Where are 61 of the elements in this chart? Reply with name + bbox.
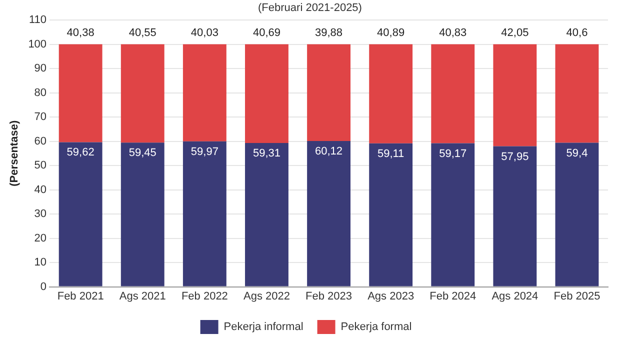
bar [307,140,350,286]
legend-label: Pekerja formal [340,321,412,334]
x-tick-label: Feb 2023 [306,290,352,302]
bar [369,44,413,144]
bar [58,142,102,286]
data-label: 59,45 [128,147,156,160]
y-tick-label: 90 [34,62,47,75]
x-tick-label: Ags 2022 [243,290,290,302]
x-tick-label: Feb 2024 [430,290,476,302]
x-tick-label: Ags 2021 [119,290,166,302]
y-tick-label: 60 [34,135,47,148]
data-label: 59,4 [566,147,588,160]
data-label: 60,12 [315,146,343,158]
chart-subtitle: (Februari 2021-2025) [257,2,363,14]
y-tick-label: 80 [34,86,47,99]
bar [120,44,164,143]
y-tick-label: 30 [34,208,47,220]
data-label: 59,97 [190,146,218,158]
data-label: 59,17 [439,148,467,160]
data-label: 40,03 [190,26,218,39]
bar [58,44,102,142]
y-tick-label: 20 [34,232,47,244]
bar [493,44,537,146]
bar [493,146,537,286]
y-tick-label: 100 [28,38,47,50]
bar [369,143,413,286]
data-label: 42,05 [501,26,529,39]
data-label: 57,95 [501,150,529,163]
y-tick-label: 110 [29,14,47,26]
x-tick-label: Feb 2022 [181,290,228,302]
y-tick-label: 50 [34,160,47,172]
bar [307,44,350,141]
bar [431,44,475,144]
bar [245,142,288,286]
data-label: 59,11 [377,148,404,160]
bar [555,44,599,143]
x-tick-label: Feb 2021 [57,290,104,302]
y-axis-title: (Persentase) [8,120,21,186]
data-label: 40,6 [566,26,588,39]
bar [245,44,288,143]
bar [182,44,226,142]
y-tick-label: 70 [34,111,47,124]
bar [555,142,599,286]
x-tick-label: Feb 2025 [554,290,600,302]
bar [431,143,475,286]
data-label: 40,69 [252,26,280,39]
y-tick-label: 0 [40,280,47,293]
x-tick-label: Ags 2024 [492,290,538,302]
legend-label: Pekerja informal [224,321,304,334]
data-label: 40,38 [66,26,94,39]
y-tick-label: 10 [34,256,47,269]
bar [120,142,164,286]
data-label: 59,31 [252,147,280,160]
data-label: 40,89 [377,26,405,39]
x-tick-label: Ags 2023 [368,290,414,302]
data-label: 40,55 [128,26,156,39]
data-label: 59,62 [66,146,94,159]
data-label: 40,83 [439,26,467,39]
data-label: 39,88 [315,26,343,39]
bar [182,141,226,286]
y-tick-label: 40 [34,184,47,196]
